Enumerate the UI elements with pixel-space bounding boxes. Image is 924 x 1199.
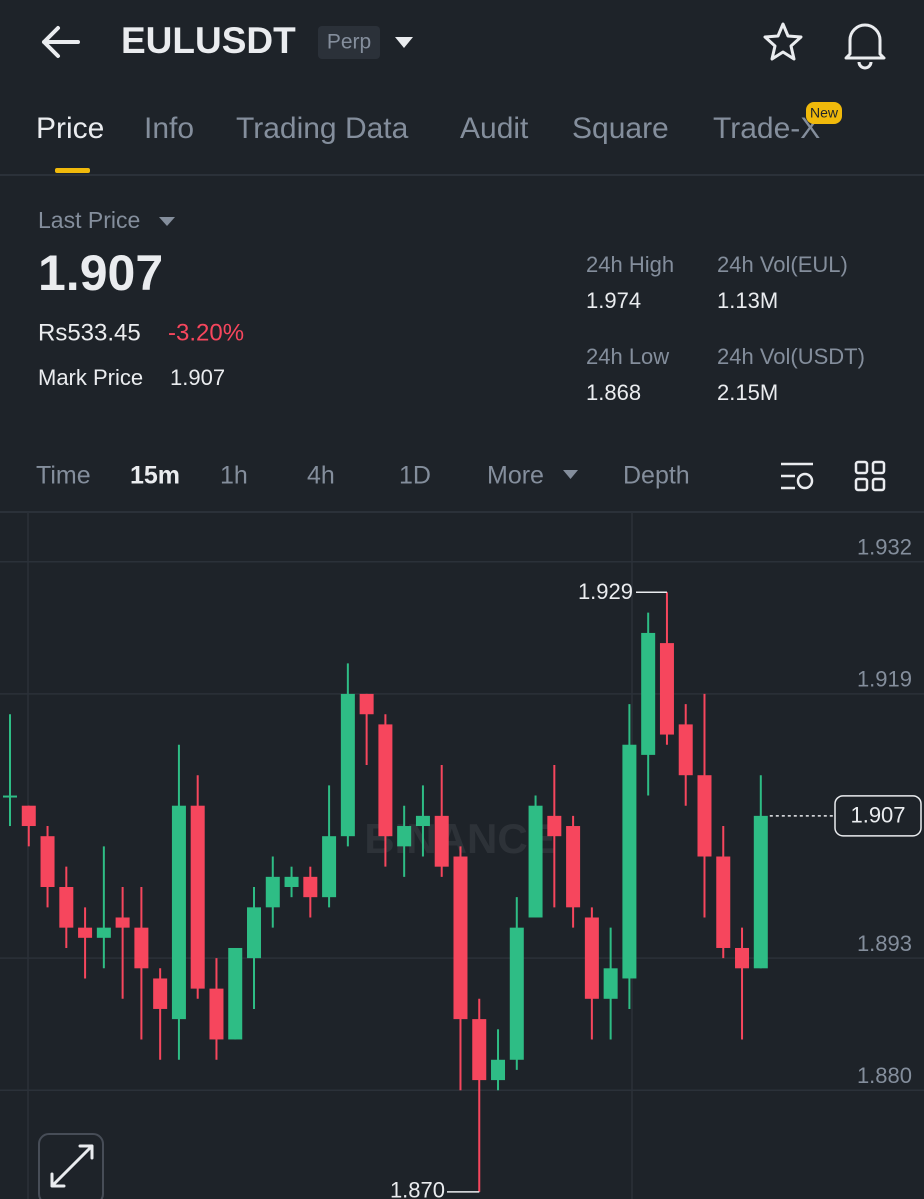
- mark-price: 1.907: [170, 365, 225, 390]
- last-price: 1.907: [38, 245, 163, 301]
- fullscreen-icon: [50, 1144, 94, 1188]
- interval[interactable]: 4h: [307, 462, 335, 490]
- stat-label: 24h High: [586, 252, 674, 277]
- more-dropdown[interactable]: [563, 470, 578, 479]
- candle-body: [115, 917, 130, 928]
- candle-body: [453, 856, 468, 1020]
- stat-label: 24h Low: [586, 344, 669, 369]
- candle-body: [190, 805, 205, 989]
- symbol-title: EULUSDT: [121, 20, 296, 61]
- tab[interactable]: Trading Data: [236, 112, 409, 145]
- candle-body: [491, 1059, 506, 1081]
- candle-body: [284, 876, 299, 888]
- perp-badge: Perp: [327, 31, 371, 54]
- stat-value: 1.868: [586, 380, 641, 405]
- price-change: -3.20%: [168, 319, 244, 346]
- candle-body: [547, 815, 562, 837]
- interval[interactable]: Depth: [623, 462, 690, 490]
- candle-body: [134, 927, 149, 969]
- candle-body: [21, 805, 36, 827]
- candle-body: [509, 927, 524, 1060]
- interval[interactable]: 1h: [220, 462, 248, 490]
- stat-value: 1.974: [586, 288, 641, 313]
- y-tick-label: 1.932: [857, 535, 912, 560]
- alert-button[interactable]: [844, 23, 886, 70]
- interval[interactable]: 15m: [130, 462, 180, 490]
- tab[interactable]: Info: [144, 112, 194, 145]
- last-price-dropdown[interactable]: [159, 217, 175, 226]
- y-tick-label: 1.880: [857, 1063, 912, 1088]
- candle-body: [303, 876, 318, 898]
- candle-body: [378, 724, 393, 837]
- chart-settings-button[interactable]: [781, 462, 814, 490]
- low-marker-label: 1.870: [390, 1178, 445, 1199]
- candle-body: [659, 643, 674, 735]
- candle-body: [735, 947, 750, 969]
- interval[interactable]: 1D: [399, 462, 431, 490]
- last-price-box: [834, 795, 922, 837]
- candle-body: [265, 876, 280, 908]
- new-badge: New: [810, 105, 839, 121]
- interval[interactable]: More: [487, 462, 544, 490]
- high-marker-label: 1.929: [578, 579, 633, 604]
- new-badge-bg: [806, 102, 842, 124]
- y-tick-label: 1.893: [857, 931, 912, 956]
- candle-body: [171, 805, 186, 1020]
- favorite-button[interactable]: [763, 22, 803, 61]
- candle-body: [78, 927, 93, 938]
- candle-body: [3, 795, 17, 798]
- stat-value: 1.13M: [717, 288, 778, 313]
- tab[interactable]: Audit: [460, 112, 529, 145]
- candle-body: [322, 836, 337, 898]
- fullscreen-button[interactable]: [38, 1133, 104, 1199]
- candle-body: [716, 856, 731, 948]
- stat-label: 24h Vol(USDT): [717, 344, 865, 369]
- candle-body: [566, 826, 581, 908]
- local-price: Rs533.45: [38, 319, 141, 346]
- last-price-label: Last Price: [38, 207, 140, 233]
- candle-body: [209, 988, 224, 1040]
- candle-body: [472, 1019, 487, 1081]
- candle-body: [96, 927, 111, 938]
- y-tick-label: 1.919: [857, 667, 912, 692]
- last-price-label: 1.907: [850, 803, 905, 828]
- candle-body: [622, 744, 637, 979]
- mark-price-label: Mark Price: [38, 365, 143, 390]
- candle-body: [247, 907, 262, 959]
- stat-label: 24h Vol(EUL): [717, 252, 848, 277]
- tab[interactable]: Trade-X: [713, 112, 820, 145]
- candle-body: [678, 724, 693, 776]
- badge-bg: [318, 26, 380, 59]
- candle-body: [228, 947, 243, 1040]
- candle-body: [603, 968, 618, 999]
- candle-body: [59, 887, 74, 928]
- tab[interactable]: Price: [36, 112, 104, 145]
- symbol-dropdown[interactable]: [395, 37, 413, 48]
- candle-body: [40, 836, 55, 888]
- candle-body: [359, 693, 374, 715]
- candle-body: [697, 775, 712, 857]
- layout-button[interactable]: [854, 460, 886, 492]
- candle-body: [415, 815, 430, 827]
- stat-value: 2.15M: [717, 380, 778, 405]
- candle-body: [397, 826, 412, 847]
- candle-body: [584, 917, 599, 999]
- candle-body: [753, 815, 768, 969]
- candle-body: [641, 632, 656, 755]
- candle-body: [528, 805, 543, 918]
- plot: 1.932 1.919 1.893 1.880 1.929 1.870 1.907: [0, 535, 924, 1199]
- tab[interactable]: Square: [572, 112, 669, 145]
- active-tab-indicator: [55, 168, 90, 173]
- candle-body: [434, 815, 449, 867]
- candle-body: [153, 978, 168, 1009]
- interval[interactable]: Time: [36, 462, 91, 490]
- candle-body: [340, 693, 355, 837]
- back-button[interactable]: [42, 26, 80, 58]
